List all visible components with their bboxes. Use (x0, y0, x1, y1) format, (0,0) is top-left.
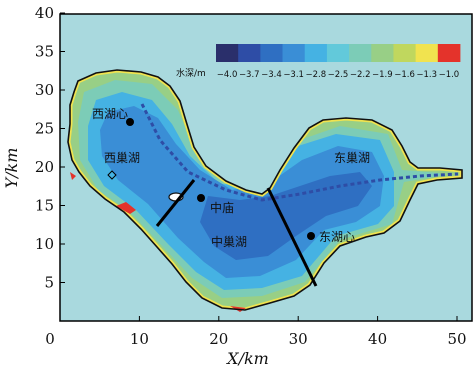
station-west-center (126, 118, 134, 126)
boundary-line-east (266, 187, 318, 287)
legend-swatch (326, 44, 350, 62)
legend-tick-label: −3.1 (283, 70, 304, 80)
y-tick-label: 35 (35, 43, 54, 61)
y-tick-label: 25 (35, 120, 54, 138)
depth-legend: −4.0 −3.7 −3.4 −3.1 −2.8 −2.5 −2.2 −1.9 −1.6 −1.3… (216, 44, 461, 80)
legend-swatch (238, 44, 261, 62)
dredged-channel (140, 103, 459, 202)
legend-tick-label: −1.0 (439, 70, 460, 80)
legend-title: 水深/m (176, 67, 206, 79)
y-tick-label: 30 (35, 81, 54, 99)
label-middle-nest: 中巢湖 (211, 234, 247, 249)
label-west-center: 西湖心 (92, 106, 128, 121)
legend-tick-label: −3.4 (261, 70, 282, 80)
y-tick-label: 20 (35, 158, 54, 176)
x-tick-label: 40 (368, 330, 387, 348)
y-tick-label: 40 (35, 4, 54, 22)
y-tick-label: 10 (35, 235, 54, 253)
marker-west-nest (107, 170, 117, 180)
boundary-line-west (155, 179, 196, 227)
legend-swatch (282, 44, 306, 62)
x-tick-label: 50 (447, 330, 466, 348)
legend-tick-label: −1.6 (394, 70, 415, 80)
legend-swatch (371, 44, 394, 62)
legend-tick-label: −1.9 (372, 70, 393, 80)
shallow-spot-northwest (70, 172, 76, 180)
legend-swatch (349, 44, 372, 62)
x-tick-label: 30 (289, 330, 308, 348)
legend-tick-label: −1.3 (416, 70, 437, 80)
legend-tick-label: −4.0 (217, 70, 238, 80)
legend-swatch (260, 44, 283, 62)
legend-swatch (304, 44, 328, 62)
station-middle (197, 194, 205, 202)
x-tick-label: 0 (45, 330, 55, 348)
x-tick-label: 10 (130, 330, 149, 348)
legend-tick-label: −3.7 (239, 70, 260, 80)
legend-tick-label: −2.8 (305, 70, 326, 80)
y-tick-label: 15 (35, 197, 54, 215)
depth-band-deepest (200, 172, 372, 260)
x-tick-label: 20 (209, 330, 228, 348)
y-axis: 5 10 15 20 25 30 35 40 (35, 4, 65, 292)
x-axis-title: X/km (225, 349, 269, 367)
legend-swatch (216, 44, 239, 62)
label-west-nest: 西巢湖 (104, 150, 140, 165)
y-tick-label: 5 (44, 274, 54, 292)
station-east-center (307, 232, 315, 240)
label-middle-station: 中庙 (210, 200, 234, 215)
lake-outline (67, 69, 463, 311)
legend-tick-label: −2.2 (350, 70, 371, 80)
legend-swatch (393, 44, 417, 62)
y-axis-title: Y/km (2, 148, 21, 189)
label-east-nest: 东巢湖 (334, 150, 370, 165)
legend-swatch (437, 44, 461, 62)
legend-swatch (415, 44, 439, 62)
shallow-spot-west (116, 202, 136, 214)
x-axis: 0 10 20 30 40 50 (45, 316, 467, 348)
legend-tick-label: −2.5 (328, 70, 349, 80)
label-east-center: 东湖心 (319, 229, 355, 244)
